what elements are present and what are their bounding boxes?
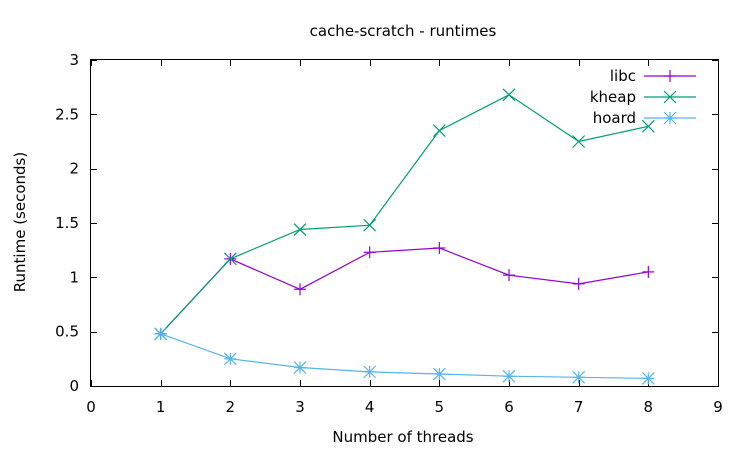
y-tick-label: 1.5 [55,214,79,232]
legend-marker-libc [664,70,676,82]
x-tick-label: 6 [504,398,514,416]
data-point-libc [503,269,515,282]
y-tick-label: 0.5 [55,323,79,341]
series-line-hoard [160,333,649,379]
data-point-libc [433,241,446,254]
data-point-hoard [572,370,586,384]
data-point-kheap [432,124,446,138]
x-tick-label: 7 [574,398,584,416]
data-point-libc [294,283,306,296]
data-point-kheap [363,218,377,232]
data-point-kheap [502,88,516,102]
y-axis: 0 0.5 1 1.5 2 2.5 3 [55,51,718,395]
y-tick-label: 0 [69,377,79,395]
series-line-kheap [160,94,649,335]
data-point-libc [363,246,376,259]
x-tick-label: 0 [86,398,96,416]
data-point-hoard [223,352,237,366]
x-tick-label: 8 [644,398,654,416]
y-tick-label: 2.5 [55,105,79,123]
data-point-kheap [293,223,307,236]
x-tick-label: 3 [295,398,305,416]
data-point-kheap [641,119,655,133]
series-line-libc [160,247,649,335]
legend-marker-hoard [663,111,677,125]
data-point-libc [642,265,655,278]
data-point-libc [572,277,585,290]
x-tick-label: 9 [713,398,723,416]
y-tick-label: 3 [69,51,79,69]
legend-label-libc: libc [610,67,636,85]
series-layer [154,88,655,385]
x-tick-label: 4 [365,398,375,416]
legend: libc kheap hoard [590,67,696,127]
data-point-hoard [641,371,655,385]
y-axis-label: Runtime (seconds) [11,152,29,292]
data-point-hoard [154,327,168,341]
data-point-hoard [363,365,377,379]
x-axis-label: Number of threads [332,428,473,446]
x-axis: 0 1 2 3 4 5 6 7 8 9 [86,60,723,416]
x-tick-label: 2 [226,398,236,416]
legend-label-kheap: kheap [590,88,636,106]
plot-frame [90,59,719,387]
y-tick-label: 2 [69,160,79,178]
legend-marker-kheap [663,90,677,104]
chart-title: cache-scratch - runtimes [310,22,497,40]
data-point-kheap [223,252,237,266]
x-tick-label: 1 [156,398,166,416]
data-point-hoard [502,369,516,383]
x-tick-label: 5 [435,398,445,416]
legend-label-hoard: hoard [593,109,636,127]
data-point-kheap [572,135,586,148]
data-point-hoard [432,367,446,381]
y-tick-label: 1 [69,268,79,286]
data-point-hoard [293,361,307,374]
